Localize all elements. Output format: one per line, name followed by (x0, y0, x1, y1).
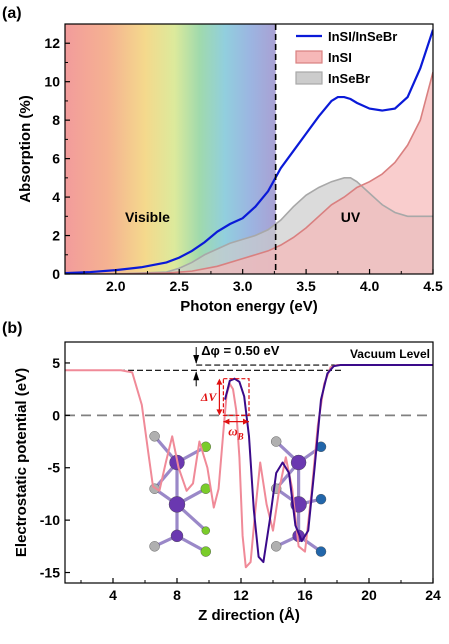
x-tick-label: 2.5 (169, 278, 189, 294)
area-line-insebr (65, 177, 433, 274)
barrier-box (222, 378, 250, 416)
delta-v-label: ΔV (200, 390, 218, 404)
potential-line-purple (224, 364, 433, 564)
y-tick-label: 10 (44, 74, 60, 90)
legend-marker-insi (295, 50, 323, 64)
y-tick-label: 6 (52, 151, 60, 167)
atom (271, 541, 282, 552)
line-insi-insebr (65, 29, 433, 274)
barrier-width-arrowhead-left (223, 418, 230, 425)
y-tick-label: 2 (52, 228, 60, 244)
barrier-width-symbol: ω (228, 424, 237, 439)
atomic-structure-illustration (149, 431, 327, 557)
y-tick-label: 12 (44, 35, 60, 51)
y-tick-label: 5 (52, 355, 60, 371)
panel-b-label: (b) (2, 320, 22, 337)
panel-b-y-axis-label: Electrostatic potential (eV) (13, 368, 30, 557)
absorption-areas (65, 72, 433, 274)
panel-a-y-axis-label: Absorption (%) (17, 95, 34, 202)
visible-region-label: Visible (125, 209, 170, 225)
barrier-annotations (193, 347, 250, 425)
legend-label-insi: InSI (328, 50, 352, 65)
legend-marker-insebr (295, 71, 323, 85)
atom (290, 454, 307, 471)
panel-a: (a) Visible UV 2.0 2.5 3.0 3.5 4.0 4.5 0 2 4 6 8 10… (2, 5, 443, 315)
barrier-width-subscript: B (237, 432, 244, 442)
barrier-width-label: ωB (228, 424, 243, 442)
delta-phi-label: Δφ = 0.50 eV (201, 343, 280, 358)
barrier-width-arrowhead-right (243, 418, 249, 425)
x-tick-label: 12 (233, 587, 249, 603)
atom (168, 496, 186, 513)
area-line-insi (65, 71, 433, 274)
panel-a-label: (a) (2, 5, 22, 22)
x-tick-label: 16 (297, 587, 313, 603)
atom (315, 546, 327, 557)
panel-b-ticks: 4 8 12 16 20 24 -15 -10 -5 0 5 (40, 355, 441, 603)
y-tick-label: 4 (52, 189, 60, 205)
x-tick-label: 4 (109, 587, 117, 603)
x-tick-label: 24 (425, 587, 441, 603)
panel-b: (b) Vacuum Level Δφ = 0.50 eV ΔV ωB 4 8 12… (2, 320, 441, 624)
vacuum-level-label: Vacuum Level (350, 347, 430, 361)
delta-v-arrowhead-bottom (216, 409, 223, 416)
visible-spectrum-band (65, 24, 276, 274)
potential-line-pink (65, 364, 433, 569)
legend-label-insi-insebr: InSI/InSeBr (328, 29, 397, 44)
x-tick-label: 8 (173, 587, 181, 603)
uv-region-label: UV (341, 209, 361, 225)
y-tick-label: -10 (40, 512, 60, 528)
y-tick-label: 0 (52, 407, 60, 423)
atom (149, 541, 160, 552)
x-tick-label: 4.0 (360, 278, 380, 294)
legend-label-insebr: InSeBr (328, 71, 370, 86)
area-fill-insi (65, 72, 433, 274)
x-tick-label: 3.5 (296, 278, 316, 294)
atom (149, 431, 160, 442)
absorption-lines (65, 29, 433, 274)
atom (201, 526, 211, 535)
atom (315, 493, 327, 505)
panel-a-ticks: 2.0 2.5 3.0 3.5 4.0 4.5 0 2 4 6 8 10 12 (44, 35, 443, 294)
panel-a-frame (64, 23, 434, 275)
atom (271, 436, 282, 447)
y-tick-label: 8 (52, 112, 60, 128)
panel-a-legend: InSI/InSeBr InSI InSeBr (295, 29, 397, 86)
panel-a-x-axis-label: Photon energy (eV) (180, 298, 318, 315)
atom (200, 546, 212, 557)
y-tick-label: -15 (40, 565, 60, 581)
panel-b-x-axis-label: Z direction (Å) (198, 607, 300, 624)
y-tick-label: -5 (48, 460, 61, 476)
panel-b-frame (64, 341, 434, 584)
x-tick-label: 3.0 (233, 278, 253, 294)
potential-lines (65, 364, 433, 569)
x-tick-label: 2.0 (106, 278, 126, 294)
x-tick-label: 20 (361, 587, 377, 603)
delta-v-arrowhead-top (216, 378, 223, 385)
y-tick-label: 0 (52, 266, 60, 282)
atom (170, 529, 184, 543)
x-tick-label: 4.5 (423, 278, 443, 294)
